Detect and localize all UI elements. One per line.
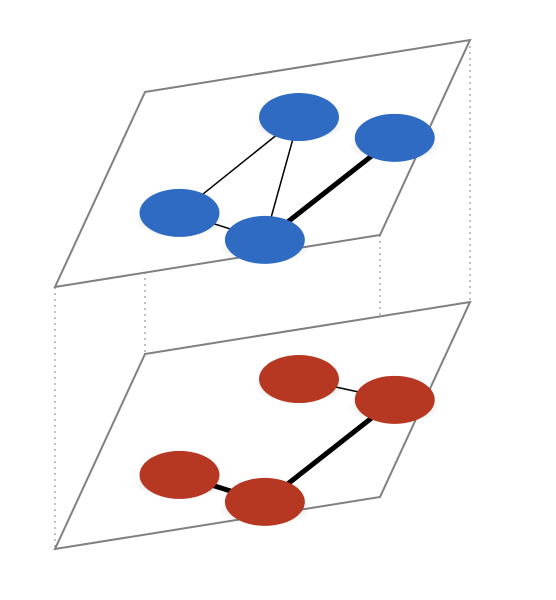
node-bottom-A: [140, 451, 220, 499]
node-bottom-B: [259, 355, 339, 403]
node-top-D: [355, 114, 435, 162]
multilayer-graph-diagram: [0, 0, 556, 600]
layer-top: [55, 40, 470, 287]
node-top-C: [225, 216, 305, 264]
node-bottom-C: [225, 478, 305, 526]
node-top-B: [259, 93, 339, 141]
layer-bottom: [55, 302, 470, 549]
node-top-A: [140, 189, 220, 237]
node-bottom-D: [355, 376, 435, 424]
